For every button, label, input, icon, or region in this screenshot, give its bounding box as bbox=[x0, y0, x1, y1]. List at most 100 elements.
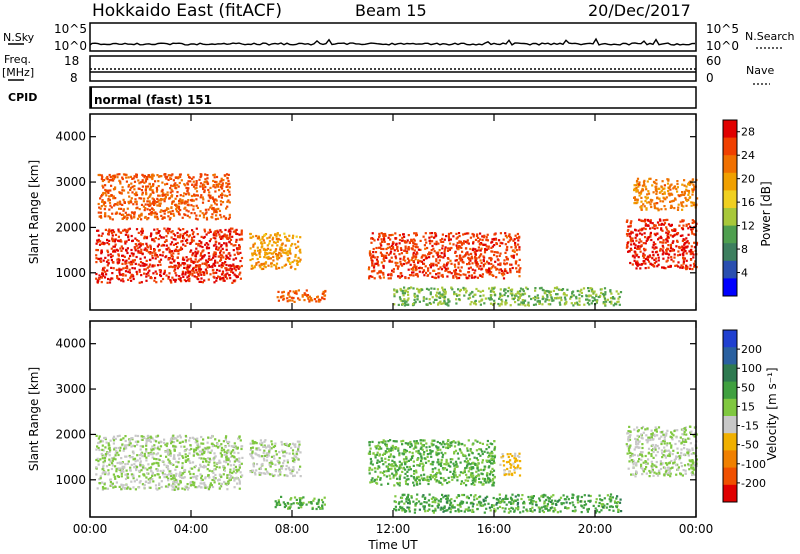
power-cell bbox=[656, 221, 660, 224]
power-cell bbox=[278, 256, 281, 259]
power-cell bbox=[654, 202, 657, 205]
power-cell bbox=[610, 302, 613, 305]
power-cell bbox=[167, 211, 170, 214]
power-cell bbox=[559, 303, 562, 306]
power-cell bbox=[512, 298, 515, 301]
power-cell bbox=[589, 294, 592, 297]
velocity-cell bbox=[230, 455, 233, 458]
power-cell bbox=[142, 264, 145, 267]
power-cell bbox=[162, 272, 165, 275]
power-cell bbox=[654, 185, 657, 188]
velocity-cell bbox=[178, 474, 181, 477]
power-cell bbox=[572, 290, 575, 293]
power-cell bbox=[163, 212, 166, 215]
velocity-cell bbox=[120, 457, 123, 460]
power-cell bbox=[412, 274, 415, 277]
velocity-cell bbox=[300, 497, 303, 500]
power-cell bbox=[463, 232, 467, 235]
power-cell bbox=[138, 246, 141, 249]
power-cell bbox=[196, 194, 199, 197]
power-cell bbox=[231, 281, 234, 284]
power-cell bbox=[107, 259, 110, 262]
power-cell bbox=[440, 252, 443, 255]
power-cell bbox=[401, 302, 404, 306]
power-cell bbox=[655, 260, 658, 263]
velocity-cell bbox=[292, 474, 295, 478]
power-cell bbox=[156, 188, 159, 191]
power-cell bbox=[640, 263, 644, 266]
power-cell bbox=[593, 290, 596, 293]
velocity-cell bbox=[126, 487, 129, 490]
power-cell bbox=[644, 248, 647, 251]
power-cell bbox=[296, 262, 299, 265]
power-cell bbox=[191, 177, 194, 180]
velocity-cell bbox=[238, 466, 241, 469]
power-cell bbox=[382, 236, 386, 239]
velocity-cell bbox=[138, 469, 141, 472]
power-cell bbox=[252, 267, 255, 270]
power-cell bbox=[536, 300, 539, 303]
power-cell bbox=[467, 232, 470, 235]
power-cell bbox=[583, 303, 586, 306]
power-cell bbox=[517, 243, 520, 246]
power-cell bbox=[310, 297, 313, 300]
power-cell bbox=[227, 199, 230, 202]
power-cell bbox=[101, 269, 104, 272]
power-cell bbox=[429, 293, 432, 296]
velocity-cell bbox=[292, 468, 295, 471]
velocity-cell bbox=[145, 456, 148, 459]
velocity-cell bbox=[207, 436, 210, 439]
power-cell bbox=[225, 242, 228, 245]
power-cell bbox=[292, 290, 295, 293]
velocity-cell bbox=[285, 474, 288, 477]
power-cell bbox=[629, 224, 632, 227]
power-cell bbox=[478, 300, 481, 303]
power-cell bbox=[651, 199, 654, 202]
power-ytick-label: 3000 bbox=[55, 175, 86, 189]
power-cell bbox=[174, 182, 177, 185]
power-cell bbox=[650, 205, 653, 209]
power-cell bbox=[259, 255, 262, 258]
velocity-cell bbox=[408, 451, 411, 454]
power-cell bbox=[118, 278, 121, 281]
velocity-cell bbox=[274, 470, 277, 473]
power-cell bbox=[401, 236, 404, 239]
power-cell bbox=[424, 232, 427, 235]
velocity-cell bbox=[121, 469, 124, 472]
power-cell bbox=[510, 263, 513, 266]
power-cell bbox=[264, 251, 267, 254]
velocity-cell bbox=[214, 468, 217, 471]
power-cell bbox=[114, 243, 117, 246]
power-cell bbox=[419, 248, 422, 251]
power-cell bbox=[459, 288, 462, 291]
power-cell bbox=[474, 255, 477, 258]
velocity-cell bbox=[117, 453, 120, 457]
power-cell bbox=[640, 196, 643, 199]
power-cell bbox=[104, 270, 107, 273]
power-cell bbox=[253, 265, 256, 268]
power-cell bbox=[683, 192, 686, 195]
power-cell bbox=[685, 223, 688, 226]
power-cell bbox=[286, 259, 289, 262]
power-cell bbox=[240, 231, 243, 234]
power-cell bbox=[164, 196, 167, 199]
power-cell bbox=[178, 181, 181, 185]
power-cell bbox=[176, 236, 180, 239]
power-cell bbox=[150, 176, 153, 179]
velocity-cell bbox=[203, 466, 206, 469]
velocity-cell bbox=[153, 457, 156, 460]
velocity-cell bbox=[298, 468, 301, 471]
power-cell bbox=[689, 196, 692, 199]
power-cell bbox=[433, 232, 436, 235]
power-cell bbox=[681, 234, 684, 237]
power-cell bbox=[174, 272, 177, 275]
power-cell bbox=[114, 186, 117, 189]
power-cell bbox=[675, 245, 678, 248]
power-cell bbox=[609, 297, 613, 300]
power-cell bbox=[664, 252, 667, 255]
power-cell bbox=[479, 259, 482, 262]
power-cell bbox=[293, 300, 296, 303]
velocity-cell bbox=[223, 480, 226, 484]
power-cell bbox=[169, 251, 172, 254]
velocity-cell bbox=[167, 468, 170, 471]
